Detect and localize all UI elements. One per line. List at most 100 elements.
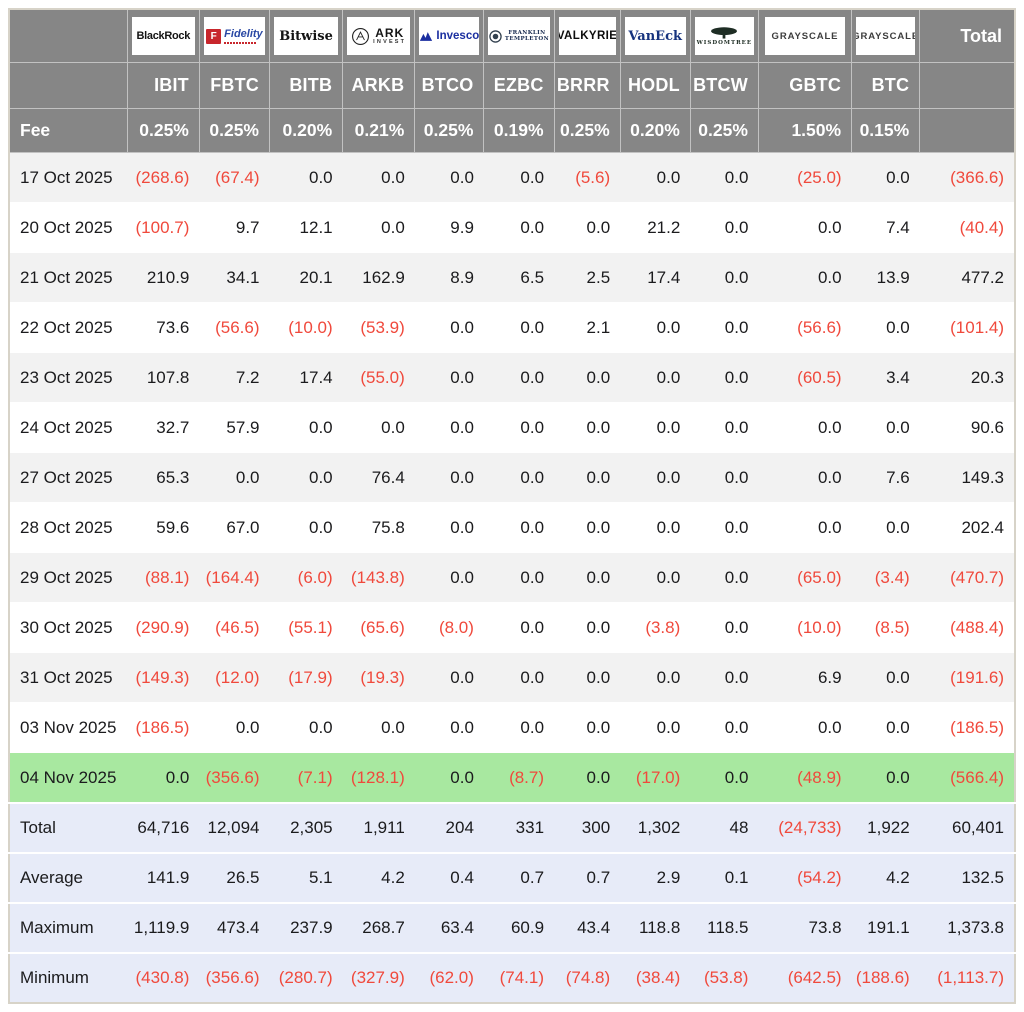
flow-cell: 7.6 [852, 453, 920, 503]
flow-cell: (88.1) [127, 553, 199, 603]
flow-cell: 0.0 [758, 403, 851, 453]
provider-logo-cell: WISDOMTREE [690, 9, 758, 63]
summary-value-cell: (356.6) [199, 953, 269, 1003]
flow-cell: 20.1 [270, 253, 343, 303]
ticker-row: IBITFBTCBITBARKBBTCOEZBCBRRRHODLBTCWGBTC… [9, 63, 1015, 109]
summary-value-cell: 48 [690, 803, 758, 853]
summary-value-cell: 0.4 [415, 853, 484, 903]
flow-cell: 0.0 [758, 503, 851, 553]
flow-cell: 0.0 [852, 653, 920, 703]
provider-logo-btcw: WISDOMTREE [695, 17, 754, 55]
flow-cell: (48.9) [758, 753, 851, 804]
flow-cell: 6.5 [484, 253, 554, 303]
row-total-cell: (488.4) [920, 603, 1015, 653]
flow-cell: (17.9) [270, 653, 343, 703]
table-row: 03 Nov 2025(186.5)0.00.00.00.00.00.00.00… [9, 703, 1015, 753]
flow-cell: 0.0 [758, 203, 851, 253]
flow-cell: (3.8) [620, 603, 690, 653]
summary-value-cell: 4.2 [343, 853, 415, 903]
fidelity-f-icon: F [206, 29, 221, 44]
total-column-header: Total [920, 9, 1015, 63]
ticker-header-gbtc: GBTC [758, 63, 851, 109]
flow-cell: 0.0 [415, 753, 484, 804]
provider-logo-ezbc: FRANKLINTEMPLETON [488, 17, 549, 55]
ticker-header-arkb: ARKB [343, 63, 415, 109]
flow-cell: (164.4) [199, 553, 269, 603]
flow-cell: 7.4 [852, 203, 920, 253]
date-cell: 28 Oct 2025 [9, 503, 127, 553]
flow-cell: 0.0 [415, 303, 484, 353]
flow-cell: 0.0 [415, 503, 484, 553]
summary-value-cell: (62.0) [415, 953, 484, 1003]
provider-logo-arkb: ARKINVEST [347, 17, 410, 55]
summary-value-cell: 204 [415, 803, 484, 853]
row-total-cell: 202.4 [920, 503, 1015, 553]
provider-logo-cell: BlackRock [127, 9, 199, 63]
table-row: 17 Oct 2025(268.6)(67.4)0.00.00.00.0(5.6… [9, 153, 1015, 203]
flow-cell: 59.6 [127, 503, 199, 553]
flow-cell: 34.1 [199, 253, 269, 303]
flow-cell: 0.0 [484, 553, 554, 603]
summary-value-cell: (24,733) [758, 803, 851, 853]
fee-cell-fbtc: 0.25% [199, 109, 269, 153]
flow-cell: 0.0 [852, 503, 920, 553]
etf-flows-table: BlackRockFFidelityBitwiseARKINVESTInvesc… [8, 8, 1016, 1004]
ark-wordmark: ARKINVEST [373, 27, 406, 46]
provider-logo-btco: Invesco [419, 17, 479, 55]
wisdomtree-tree-icon [708, 27, 740, 39]
flow-cell: 0.0 [343, 153, 415, 203]
provider-logo-btc: GRAYSCALE [856, 17, 915, 55]
flow-cell: 0.0 [343, 403, 415, 453]
flow-cell: 0.0 [554, 703, 620, 753]
flow-cell: 76.4 [343, 453, 415, 503]
fee-cell-btco: 0.25% [415, 109, 484, 153]
date-cell: 27 Oct 2025 [9, 453, 127, 503]
summary-value-cell: (430.8) [127, 953, 199, 1003]
flow-cell: (186.5) [127, 703, 199, 753]
flow-cell: 21.2 [620, 203, 690, 253]
flow-cell: 0.0 [620, 553, 690, 603]
flow-cell: 0.0 [270, 703, 343, 753]
provider-logo-ibit: BlackRock [132, 17, 195, 55]
summary-value-cell: 1,922 [852, 803, 920, 853]
row-total-cell: 20.3 [920, 353, 1015, 403]
provider-logo-cell: Invesco [415, 9, 484, 63]
daily-flow-rows: 17 Oct 2025(268.6)(67.4)0.00.00.00.0(5.6… [9, 153, 1015, 804]
flow-cell: 0.0 [554, 603, 620, 653]
provider-logo-cell: GRAYSCALE [852, 9, 920, 63]
summary-value-cell: 0.7 [484, 853, 554, 903]
brand-text: GRAYSCALE [856, 31, 915, 42]
provider-logo-cell: VALKYRIE [554, 9, 620, 63]
provider-logo-cell: FRANKLINTEMPLETON [484, 9, 554, 63]
flow-cell: 0.0 [852, 303, 920, 353]
flow-cell: 0.0 [484, 503, 554, 553]
flow-cell: 0.0 [852, 403, 920, 453]
flow-cell: 2.5 [554, 253, 620, 303]
provider-logo-cell: ARKINVEST [343, 9, 415, 63]
summary-value-cell: (54.2) [758, 853, 851, 903]
flow-cell: (19.3) [343, 653, 415, 703]
summary-row: Minimum(430.8)(356.6)(280.7)(327.9)(62.0… [9, 953, 1015, 1003]
ticker-row-total-spacer [920, 63, 1015, 109]
fee-row-label: Fee [9, 109, 127, 153]
summary-value-cell: 0.7 [554, 853, 620, 903]
brand-subtext: INVEST [373, 40, 406, 46]
flow-cell: 0.0 [415, 353, 484, 403]
flow-cell: 0.0 [620, 503, 690, 553]
row-total-cell: (470.7) [920, 553, 1015, 603]
flow-cell: (5.6) [554, 153, 620, 203]
flow-cell: 9.7 [199, 203, 269, 253]
flow-cell: 0.0 [690, 403, 758, 453]
flow-cell: 0.0 [484, 153, 554, 203]
summary-rows: Total64,71612,0942,3051,9112043313001,30… [9, 803, 1015, 1003]
date-cell: 21 Oct 2025 [9, 253, 127, 303]
flow-cell: 0.0 [690, 203, 758, 253]
fidelity-subtext-strip [224, 42, 256, 44]
flow-cell: 0.0 [690, 353, 758, 403]
provider-logo-bitb: Bitwise [274, 17, 338, 55]
summary-label-cell: Maximum [9, 903, 127, 953]
fee-row: Fee0.25%0.25%0.20%0.21%0.25%0.19%0.25%0.… [9, 109, 1015, 153]
flow-cell: 2.1 [554, 303, 620, 353]
flow-cell: 0.0 [852, 703, 920, 753]
flow-cell: (17.0) [620, 753, 690, 804]
